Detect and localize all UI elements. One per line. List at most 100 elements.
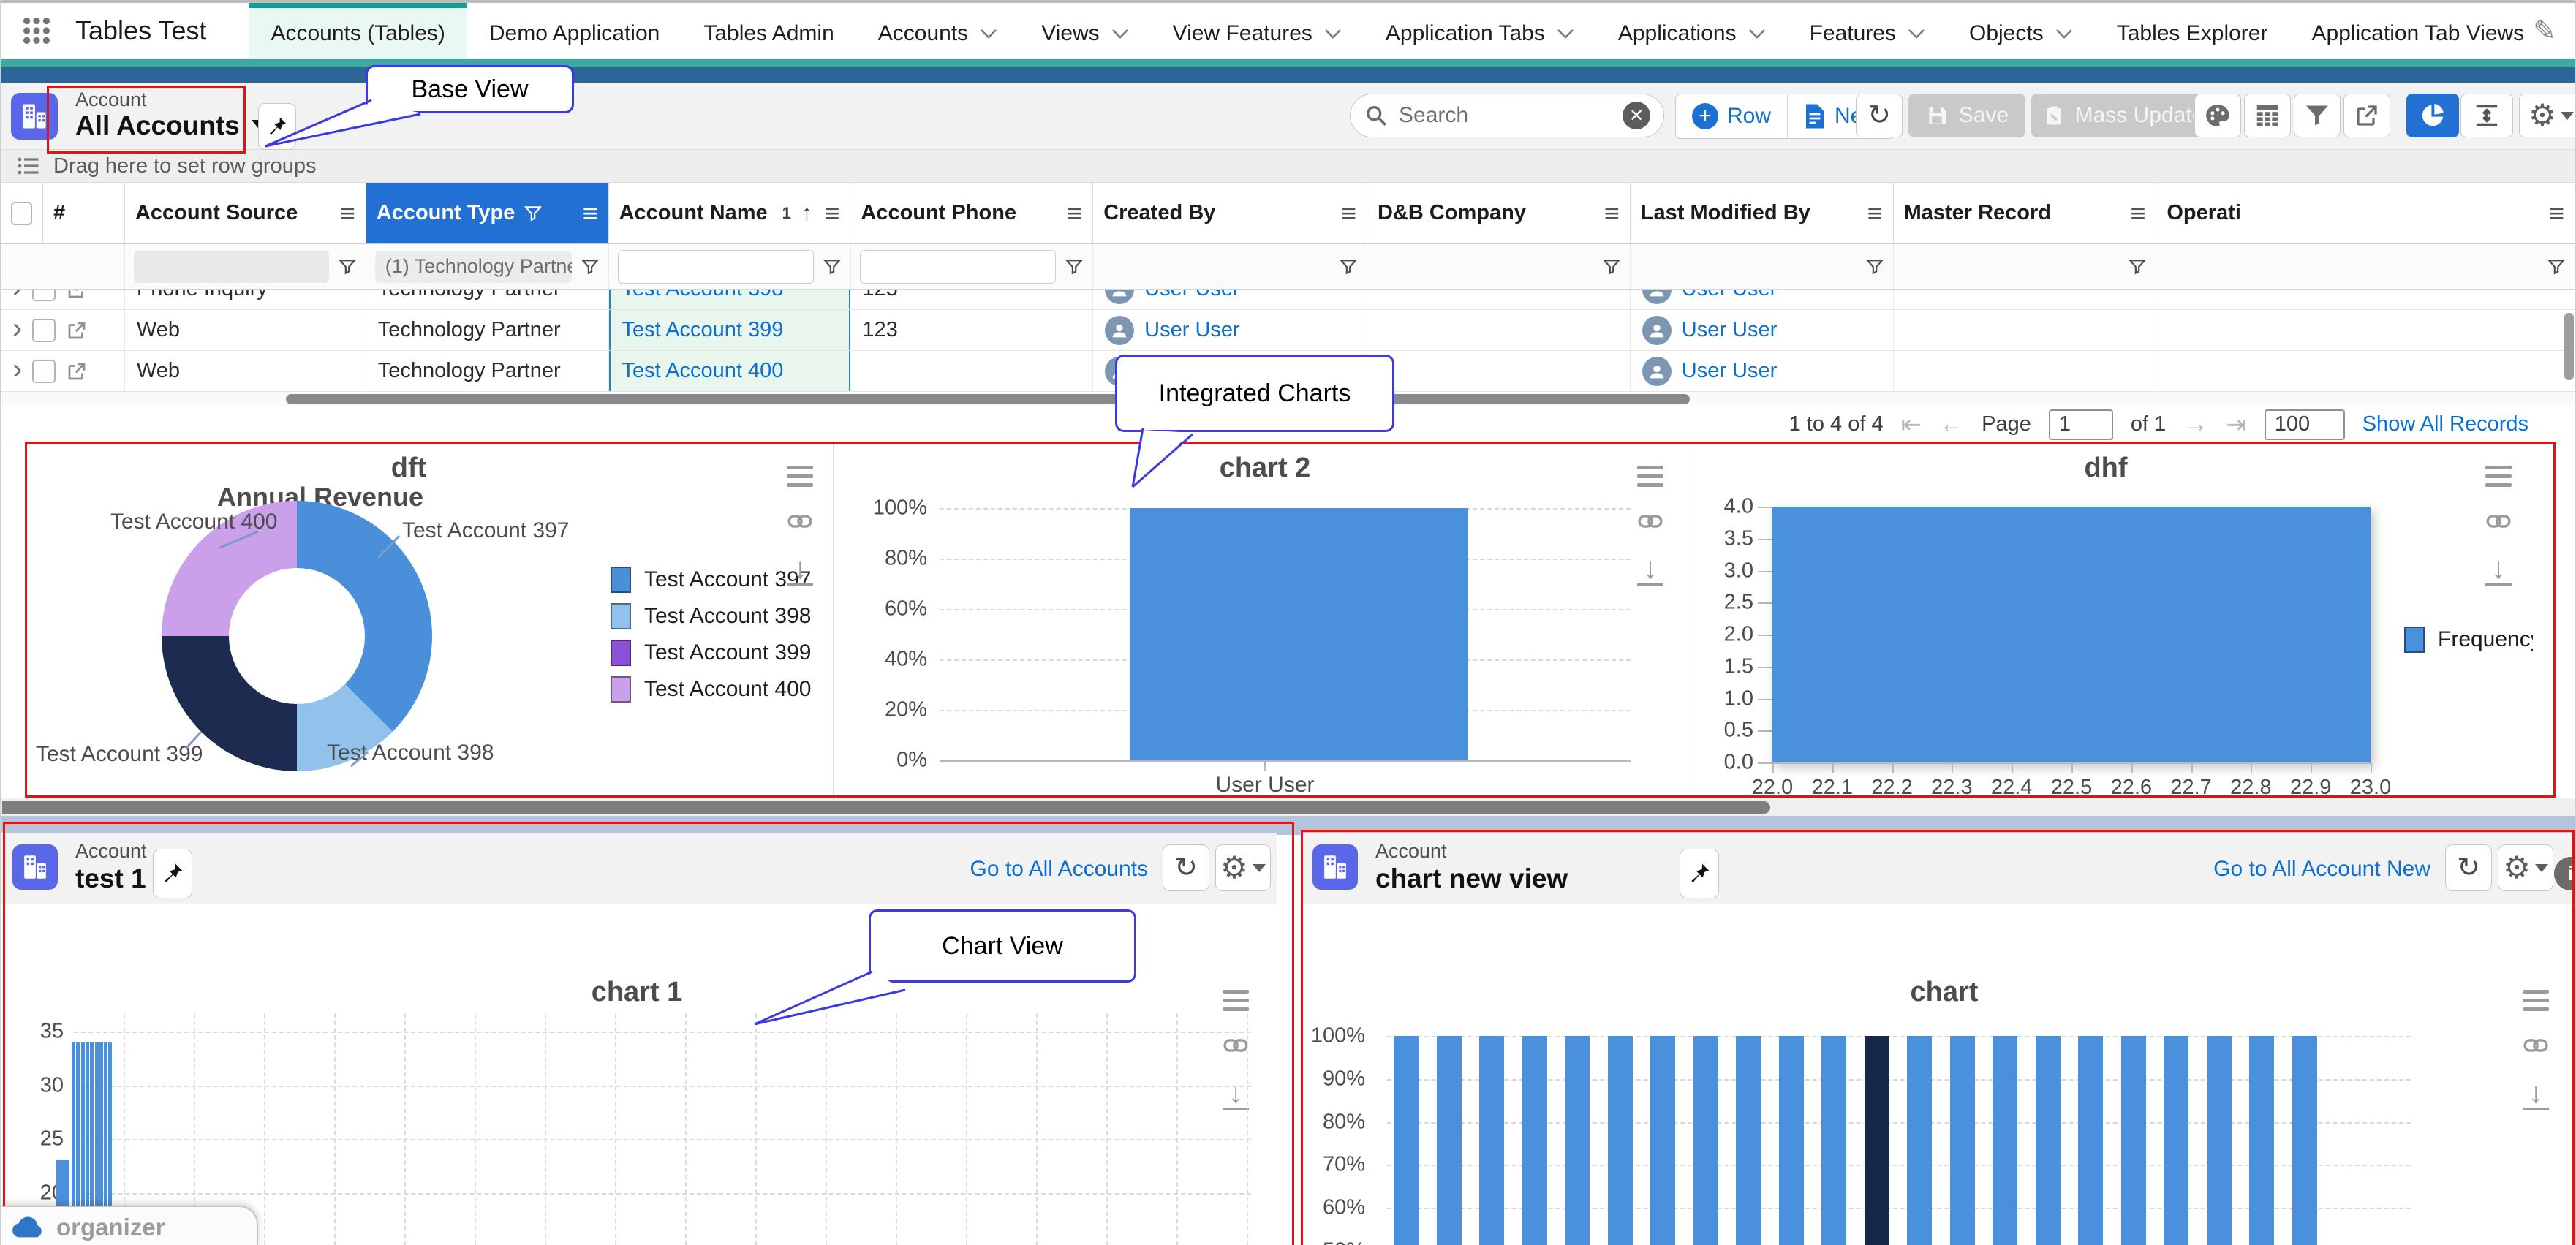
legend-item[interactable]: Frequency	[2404, 627, 2533, 653]
account-name-link[interactable]: Test Account 399	[622, 318, 784, 341]
charts-toggle-button[interactable]	[2406, 94, 2459, 137]
view-selector[interactable]: All Accounts	[75, 110, 271, 141]
chart-menu-icon[interactable]	[1637, 466, 1663, 487]
filter-funnel-icon[interactable]	[338, 257, 357, 276]
theme-palette-button[interactable]	[2194, 94, 2241, 137]
legend-item[interactable]: Test Account 397	[611, 567, 812, 593]
select-all-checkbox[interactable]	[11, 201, 32, 225]
filter-input[interactable]	[859, 249, 1057, 284]
export-button[interactable]	[2343, 94, 2390, 137]
revenue-bar[interactable]	[1607, 1036, 1633, 1245]
nav-tab-tables-explorer[interactable]: Tables Explorer	[2095, 3, 2290, 58]
filter-chip-account-type[interactable]: (1) Technology Partne	[374, 250, 572, 283]
chart-menu-icon[interactable]	[1223, 990, 1249, 1011]
revenue-bar[interactable]	[85, 1042, 89, 1245]
user-link[interactable]: User User	[1681, 318, 1778, 341]
chart-link-icon[interactable]	[785, 509, 815, 534]
bar-user-user[interactable]	[1130, 508, 1468, 760]
chart-download-icon[interactable]: ↓	[787, 554, 813, 586]
nav-tab-demo-application[interactable]: Demo Application	[467, 3, 681, 58]
pin-view-button[interactable]	[258, 103, 296, 150]
expand-row-chevron-icon[interactable]: ›	[12, 290, 22, 302]
refresh-button[interactable]: ↻	[1856, 94, 1903, 137]
row-checkbox[interactable]	[32, 359, 56, 383]
search-input[interactable]: Search ✕	[1350, 94, 1664, 137]
account-name-link[interactable]: Test Account 398	[622, 290, 784, 301]
revenue-bar[interactable]	[2164, 1036, 2188, 1245]
cell-created-by[interactable]: User User	[1093, 310, 1367, 350]
cell-name[interactable]: Test Account 398	[608, 290, 851, 309]
nav-tab-features[interactable]: Features	[1788, 3, 1947, 58]
settings-button[interactable]: ⚙	[1215, 844, 1271, 891]
settings-button[interactable]: ⚙	[2519, 94, 2575, 137]
cell-name[interactable]: Test Account 400	[608, 351, 851, 391]
prev-page-icon[interactable]: ←	[1939, 410, 1965, 438]
pinned-view-button[interactable]	[1680, 849, 1719, 898]
page-size-input[interactable]: 100	[2264, 409, 2345, 440]
user-link[interactable]: User User	[1144, 290, 1240, 301]
revenue-bar[interactable]	[1479, 1036, 1504, 1245]
chart-download-icon[interactable]: ↓	[1223, 1078, 1249, 1110]
row-checkbox[interactable]	[32, 290, 56, 301]
nav-tab-accounts[interactable]: Accounts	[856, 3, 1019, 58]
revenue-bar[interactable]	[2035, 1036, 2061, 1245]
revenue-bar[interactable]	[2120, 1036, 2146, 1245]
revenue-bar[interactable]	[99, 1042, 103, 1245]
column-header--[interactable]: #	[43, 183, 125, 243]
columns-button[interactable]	[2244, 94, 2291, 137]
open-record-icon[interactable]	[66, 290, 88, 300]
settings-button[interactable]: ⚙	[2498, 844, 2553, 891]
section-scrollbar-thumb[interactable]	[2, 801, 1770, 814]
filter-input[interactable]	[617, 249, 814, 284]
expand-row-chevron-icon[interactable]: ›	[12, 311, 23, 344]
column-menu-icon[interactable]: ≡	[1604, 197, 1620, 228]
revenue-bar[interactable]	[1821, 1036, 1846, 1245]
row-group-drop-bar[interactable]: Drag here to set row groups	[1, 150, 2575, 183]
chart-menu-icon[interactable]	[787, 466, 813, 487]
column-menu-icon[interactable]: ≡	[1067, 197, 1083, 228]
column-menu-icon[interactable]: ≡	[2549, 197, 2565, 228]
legend-item[interactable]: Test Account 399	[611, 640, 812, 666]
filter-funnel-icon[interactable]	[1339, 257, 1358, 276]
filter-funnel-icon[interactable]	[823, 257, 842, 276]
clear-search-icon[interactable]: ✕	[1623, 102, 1650, 129]
open-record-icon[interactable]	[66, 319, 88, 341]
revenue-bar[interactable]	[76, 1042, 80, 1245]
filter-funnel-icon[interactable]	[1865, 257, 1884, 276]
column-header-account-name[interactable]: Account Name 1 ↑ ≡	[609, 183, 851, 243]
column-menu-icon[interactable]: ≡	[824, 197, 840, 228]
chart-link-icon[interactable]	[2483, 509, 2514, 534]
edit-nav-pencil-icon[interactable]: ✎	[2533, 15, 2556, 47]
revenue-bar[interactable]	[1993, 1036, 2017, 1245]
chart-download-icon[interactable]: ↓	[2523, 1078, 2549, 1110]
user-link[interactable]: User User	[1144, 318, 1240, 341]
cell-modified-by[interactable]: User User	[1631, 310, 1894, 350]
legend-item[interactable]: Test Account 398	[611, 603, 812, 629]
filter-funnel-icon[interactable]	[581, 257, 600, 276]
column-header-operati[interactable]: Operati ≡	[2156, 183, 2575, 243]
chart-link-icon[interactable]	[1220, 1033, 1251, 1058]
nav-tab-applications[interactable]: Applications	[1596, 3, 1788, 58]
column-menu-icon[interactable]: ≡	[1340, 197, 1356, 228]
revenue-bar[interactable]	[1565, 1036, 1590, 1245]
chart-menu-icon[interactable]	[2485, 466, 2512, 487]
nav-tab-tables-admin[interactable]: Tables Admin	[681, 3, 855, 58]
account-name-link[interactable]: Test Account 400	[622, 359, 784, 382]
next-page-icon[interactable]: →	[2183, 410, 2209, 438]
cell-name[interactable]: Test Account 399	[608, 310, 851, 350]
table-row[interactable]: › Phone Inquiry Technology Partner Test Acc…	[1, 290, 2575, 310]
column-header-d-b-company[interactable]: D&B Company ≡	[1367, 183, 1631, 243]
nav-tab-accounts-tables-[interactable]: Accounts (Tables)	[249, 3, 467, 58]
pinned-view-button[interactable]	[153, 849, 192, 898]
revenue-bar[interactable]	[1736, 1036, 1761, 1245]
filter-funnel-icon[interactable]	[2128, 257, 2147, 276]
revenue-bar-highlighted[interactable]	[1864, 1036, 1889, 1245]
organizer-overlay-tab[interactable]: organizer	[1, 1206, 258, 1245]
chart-download-icon[interactable]: ↓	[2485, 554, 2512, 586]
table-row[interactable]: › Web Technology Partner Test Account 399 12…	[1, 310, 2575, 351]
revenue-bar[interactable]	[1394, 1036, 1419, 1245]
revenue-bar[interactable]	[1949, 1036, 1975, 1245]
go-to-all-accounts-link[interactable]: Go to All Accounts	[970, 857, 1148, 881]
chart-link-icon[interactable]	[1635, 509, 1666, 534]
save-button[interactable]: Save	[1908, 94, 2025, 137]
